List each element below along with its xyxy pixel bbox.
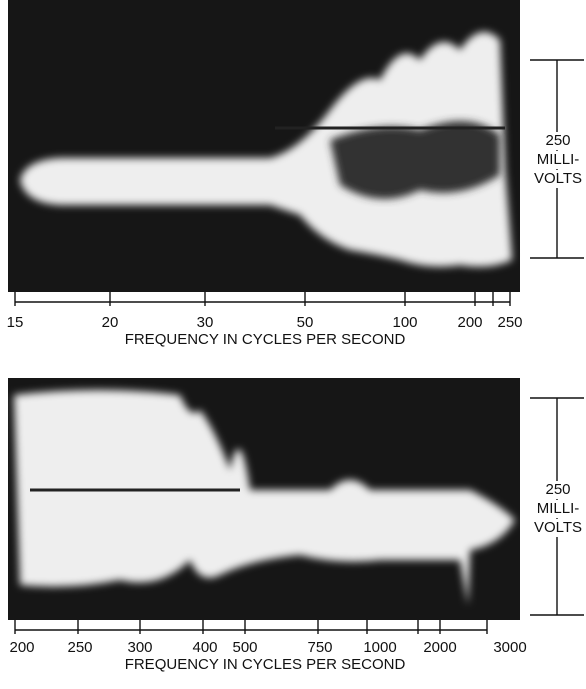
- tick-label: 200: [457, 314, 482, 331]
- scale-label: 250: [545, 481, 570, 498]
- tick-label: 20: [102, 314, 119, 331]
- tick-label: 2000: [423, 639, 456, 656]
- figure: 15 20 30 50 100 200 250 FREQUENCY IN CYCLES PER…: [0, 0, 586, 684]
- tick-label: 250: [497, 314, 522, 331]
- tick-label: 15: [7, 314, 24, 331]
- tick-label: 1000: [363, 639, 396, 656]
- scale-label: MILLI-: [537, 500, 580, 517]
- oscillogram-photo: [8, 0, 520, 292]
- tick-label: 100: [392, 314, 417, 331]
- tick-label: 400: [192, 639, 217, 656]
- oscillogram-photo: [8, 378, 520, 620]
- scale-label: VOLTS: [534, 170, 582, 187]
- tick-label: 500: [232, 639, 257, 656]
- axis-label: FREQUENCY IN CYCLES PER SECOND: [125, 331, 406, 348]
- tick-label: 200: [9, 639, 34, 656]
- scale-label: VOLTS: [534, 519, 582, 536]
- axis-label: FREQUENCY IN CYCLES PER SECOND: [125, 656, 406, 673]
- tick-label: 250: [67, 639, 92, 656]
- tick-label: 30: [197, 314, 214, 331]
- tick-label: 750: [307, 639, 332, 656]
- tick-label: 3000: [493, 639, 526, 656]
- tick-label: 50: [297, 314, 314, 331]
- tick-label: 300: [127, 639, 152, 656]
- scale-label: MILLI-: [537, 151, 580, 168]
- scale-label: 250: [545, 132, 570, 149]
